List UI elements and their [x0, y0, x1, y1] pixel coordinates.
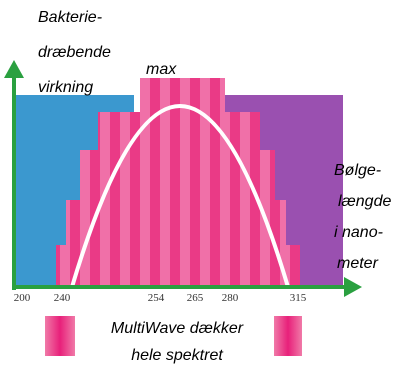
x-tick-label: 265: [187, 292, 204, 304]
x-tick-label: 315: [290, 292, 307, 304]
x-tick-label: 280: [222, 292, 239, 304]
legend-swatch: [45, 316, 75, 356]
x-tick-label: 200: [14, 292, 31, 304]
x-label: Bølge-: [334, 162, 381, 179]
x-tick-label: 240: [54, 292, 71, 304]
caption: hele spektret: [131, 347, 223, 364]
legend-swatch: [274, 316, 302, 356]
y-label: dræbende: [38, 44, 111, 61]
y-label: virkning: [38, 79, 93, 96]
caption: MultiWave dækker: [111, 320, 244, 337]
x-label: i nano-: [334, 224, 383, 241]
x-label: længde: [338, 193, 391, 210]
diagram: Bakterie- dræbende virkning max Bølge- l…: [0, 0, 407, 367]
block: [56, 245, 300, 287]
spectrum: [14, 78, 343, 287]
y-label: Bakterie-: [38, 9, 102, 26]
y-arrow: [4, 60, 24, 78]
peak-label: max: [146, 61, 177, 78]
x-label: meter: [337, 255, 379, 272]
x-arrow: [344, 277, 362, 297]
x-tick-label: 254: [148, 292, 165, 304]
